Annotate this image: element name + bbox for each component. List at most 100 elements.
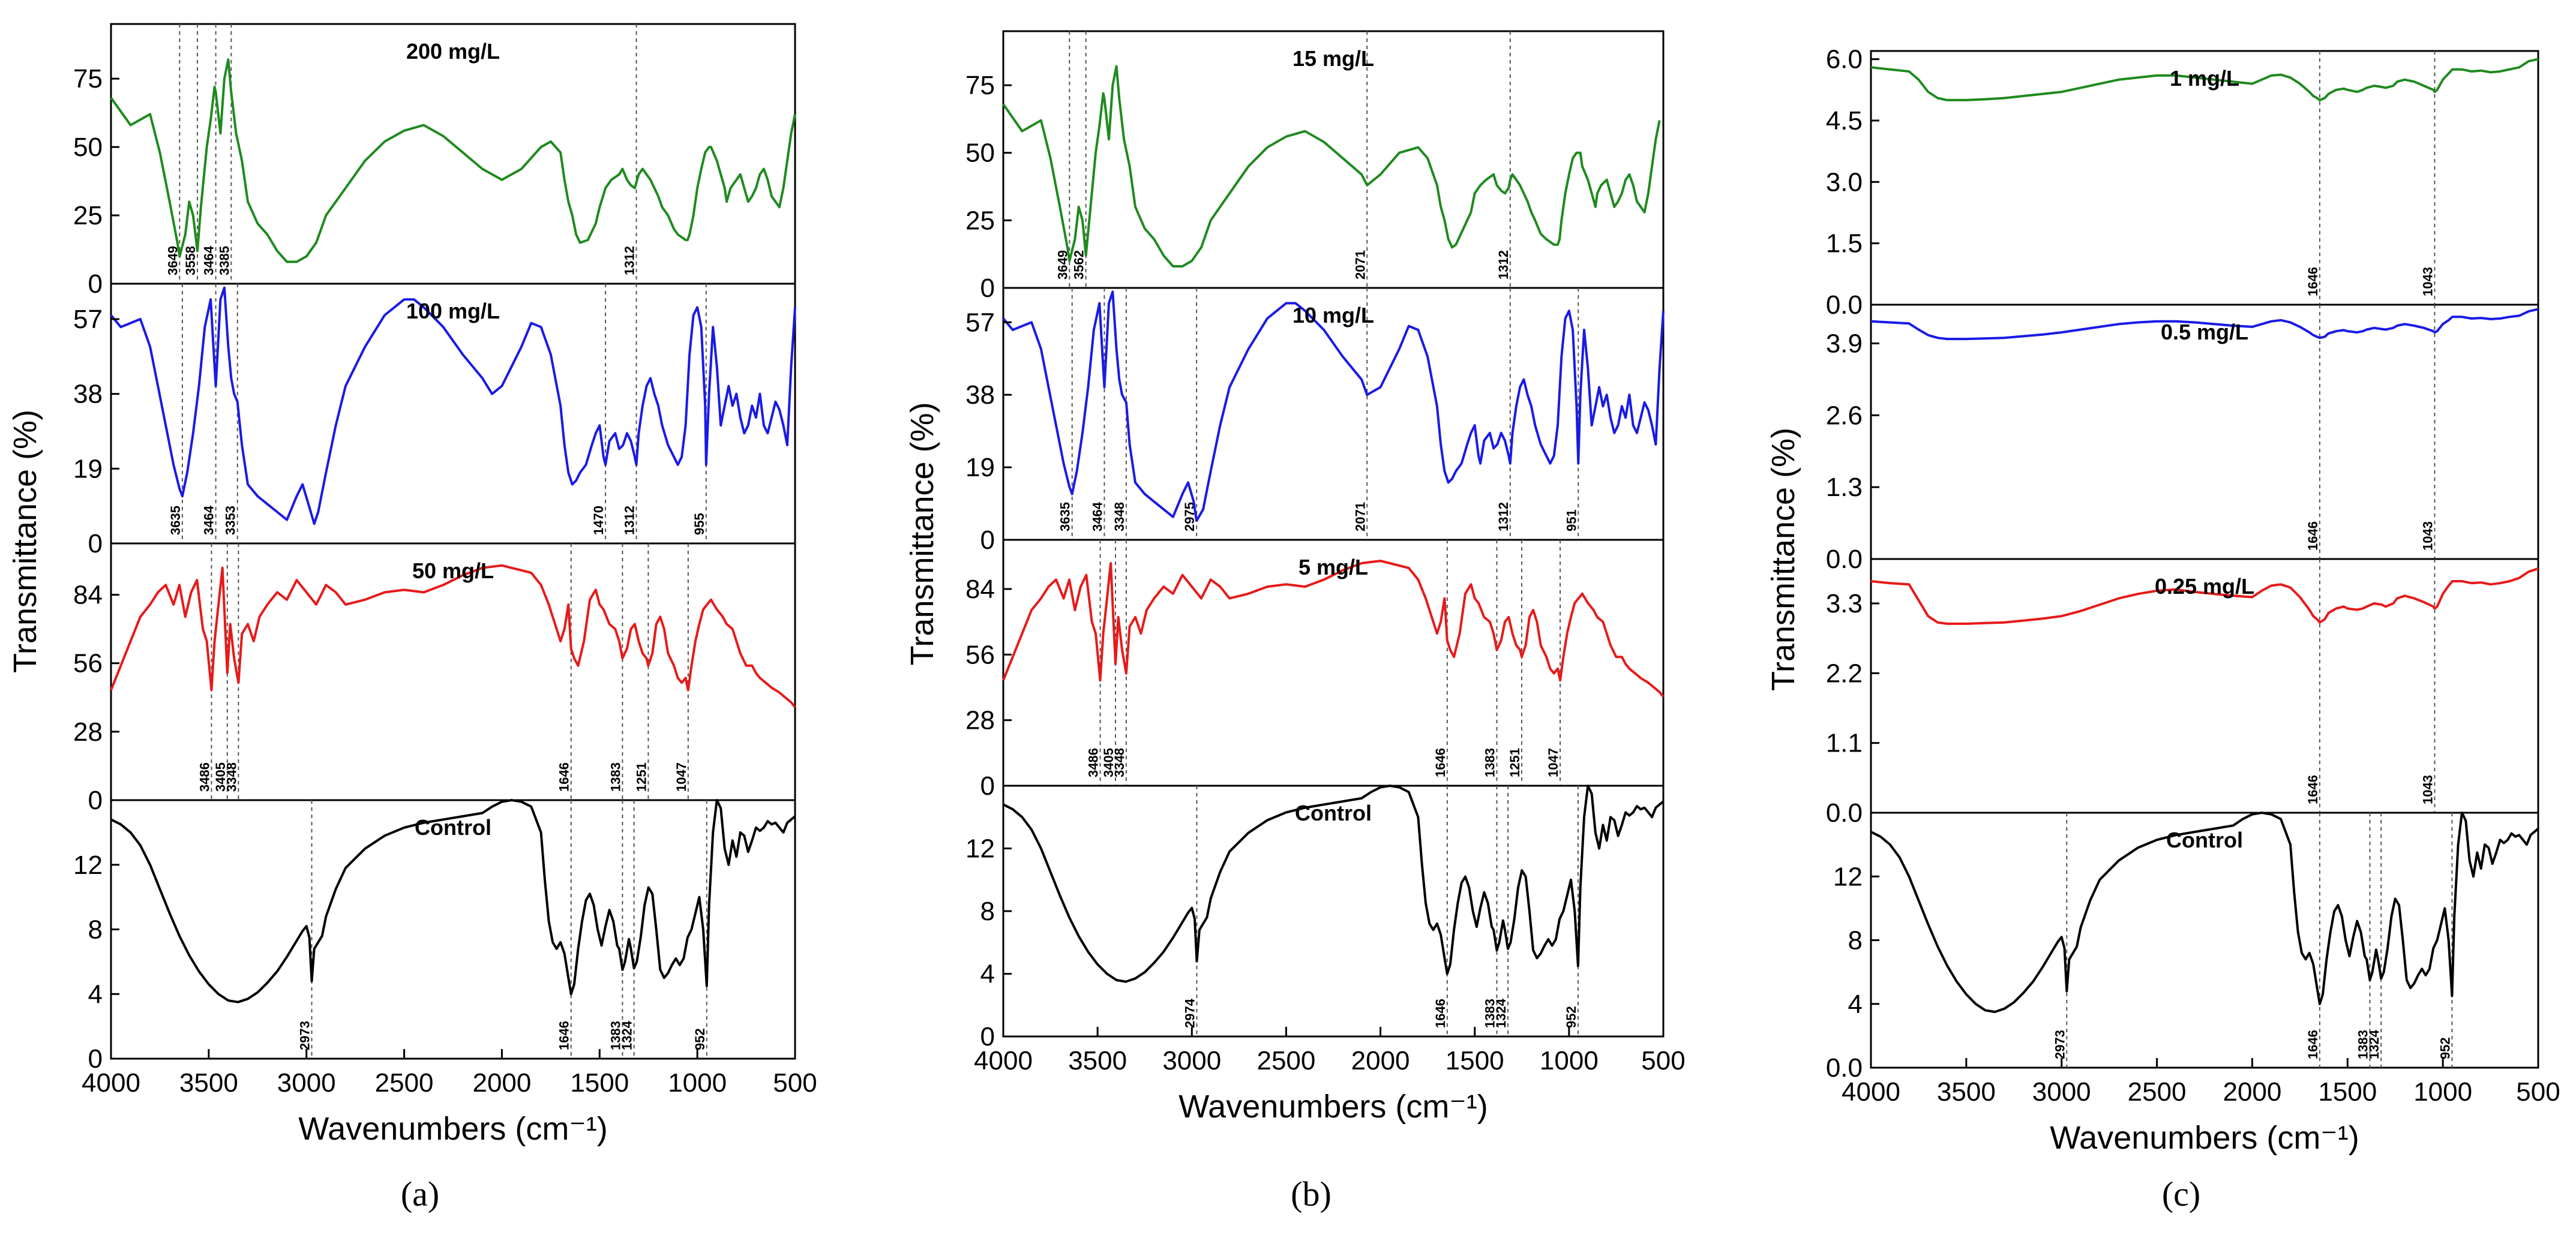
peak-label-1646: 1646	[1433, 748, 1448, 777]
x-tick-label: 3000	[2032, 1077, 2091, 1107]
peak-label-3348: 3348	[1112, 502, 1127, 531]
peak-label-3405: 3405	[213, 762, 228, 792]
x-tick-label: 2500	[375, 1068, 434, 1098]
x-tick-label: 2000	[1351, 1046, 1410, 1075]
peak-label-3353: 3353	[223, 506, 238, 535]
peak-label-1324: 1324	[1494, 998, 1509, 1028]
y-tick-label: 0	[88, 786, 103, 815]
subplot-title: 200 mg/L	[406, 39, 500, 64]
subplot-title: Control	[2166, 828, 2243, 852]
peak-label-1043: 1043	[2420, 267, 2435, 296]
y-tick-label: 4	[1848, 990, 1863, 1019]
y-tick-label: 8	[980, 897, 995, 926]
peak-label-2973: 2973	[298, 1021, 313, 1050]
y-tick-label: 84	[965, 575, 995, 604]
y-tick-label: 6.0	[1826, 45, 1863, 74]
x-tick-label: 2000	[2223, 1077, 2281, 1107]
peak-label-952: 952	[692, 1028, 707, 1050]
y-tick-label: 2.2	[1826, 659, 1863, 688]
y-tick-label: 25	[73, 201, 103, 230]
peak-label-1324: 1324	[2367, 1029, 2382, 1059]
subplot-100-mg-l: 3635 3464 3353 1470 1312 955 0 19 38 57 100 mg/L	[73, 283, 796, 558]
x-tick-label: 1500	[2318, 1077, 2377, 1107]
x-tick-label: 2500	[2128, 1077, 2187, 1107]
y-tick-label: 8	[1848, 926, 1863, 955]
spectrum-line	[1002, 560, 1665, 698]
peak-label-1646: 1646	[2305, 775, 2320, 804]
spectrum-line	[1002, 65, 1661, 268]
y-tick-label: 38	[73, 380, 103, 409]
y-tick-label: 4.5	[1826, 106, 1863, 136]
y-tick-label: 28	[73, 717, 103, 747]
x-tick-label: 4000	[974, 1046, 1033, 1075]
peak-label-1047: 1047	[674, 762, 689, 792]
peak-label-3464: 3464	[1090, 501, 1105, 531]
subplot-0-25-mg-l: 1646 1043 0.0 1.1 2.2 3.3 0.25 mg/L	[1826, 558, 2539, 828]
subplot-title: Control	[415, 815, 491, 840]
y-axis-title: Transmittance (%)	[1765, 428, 1801, 691]
x-tick-label: 1500	[1446, 1046, 1504, 1075]
subplot-title: 100 mg/L	[406, 299, 500, 323]
peak-label-1646: 1646	[557, 1021, 572, 1050]
spectrum-line	[1870, 308, 2539, 341]
peak-label-1383: 1383	[608, 762, 623, 792]
subplot-title: 50 mg/L	[412, 558, 494, 583]
x-axis-title: Wavenumbers (cm⁻¹)	[2050, 1120, 2359, 1156]
subplot-1-mg-l: 1646 1043 0.0 1.5 3.0 4.5 6.0 1 mg/L	[1826, 45, 2539, 320]
peak-label-3464: 3464	[202, 245, 217, 275]
peak-label-3348: 3348	[224, 762, 239, 792]
peak-label-3635: 3635	[168, 506, 183, 535]
y-tick-label: 0.0	[1826, 798, 1863, 828]
peak-label-2973: 2973	[2052, 1030, 2067, 1059]
x-axis-title: Wavenumbers (cm⁻¹)	[1178, 1089, 1488, 1125]
y-tick-label: 0	[88, 529, 103, 558]
panel-caption: (c)	[2162, 1174, 2200, 1213]
subplot-title: Control	[1295, 801, 1372, 825]
peak-label-3385: 3385	[217, 246, 232, 275]
x-tick-label: 1500	[570, 1068, 629, 1098]
y-tick-label: 1.1	[1826, 729, 1863, 758]
y-tick-label: 12	[1833, 862, 1863, 891]
peak-label-3486: 3486	[1086, 748, 1101, 777]
y-tick-label: 38	[965, 380, 995, 410]
subplot-title: 0.5 mg/L	[2161, 320, 2248, 344]
subplot-title: 1 mg/L	[2170, 66, 2239, 91]
x-tick-label: 3000	[1162, 1046, 1221, 1075]
y-tick-label: 0	[980, 525, 995, 555]
subplot-title: 15 mg/L	[1293, 46, 1374, 71]
y-tick-label: 50	[965, 139, 995, 168]
peak-label-1646: 1646	[557, 762, 572, 792]
x-tick-label: 500	[1641, 1046, 1685, 1075]
peak-label-1646: 1646	[1433, 999, 1448, 1028]
subplot-title: 0.25 mg/L	[2155, 574, 2254, 599]
x-tick-label: 1000	[1540, 1046, 1599, 1075]
peak-label-2071: 2071	[1353, 502, 1368, 531]
peak-label-3635: 3635	[1058, 502, 1073, 531]
panel-caption: (b)	[1291, 1174, 1332, 1213]
peak-label-1324: 1324	[620, 1020, 635, 1050]
x-tick-label: 4000	[1842, 1077, 1900, 1107]
spectrum-line	[1870, 58, 2539, 101]
peak-label-3558: 3558	[183, 246, 198, 275]
subplot-title: 5 mg/L	[1299, 555, 1368, 579]
y-tick-label: 12	[73, 851, 103, 880]
peak-label-955: 955	[692, 513, 707, 535]
y-tick-label: 57	[965, 308, 995, 337]
x-tick-label: 3500	[1068, 1046, 1127, 1075]
peak-label-951: 951	[1564, 509, 1579, 531]
peak-label-3348: 3348	[1112, 748, 1127, 777]
spectrum-line	[1870, 812, 2539, 1013]
y-tick-label: 3.3	[1826, 589, 1863, 618]
y-tick-label: 12	[965, 834, 995, 864]
y-tick-label: 0	[88, 1044, 103, 1074]
peak-label-3486: 3486	[197, 762, 212, 792]
y-tick-label: 0	[980, 771, 995, 801]
y-tick-label: 0	[88, 269, 103, 299]
